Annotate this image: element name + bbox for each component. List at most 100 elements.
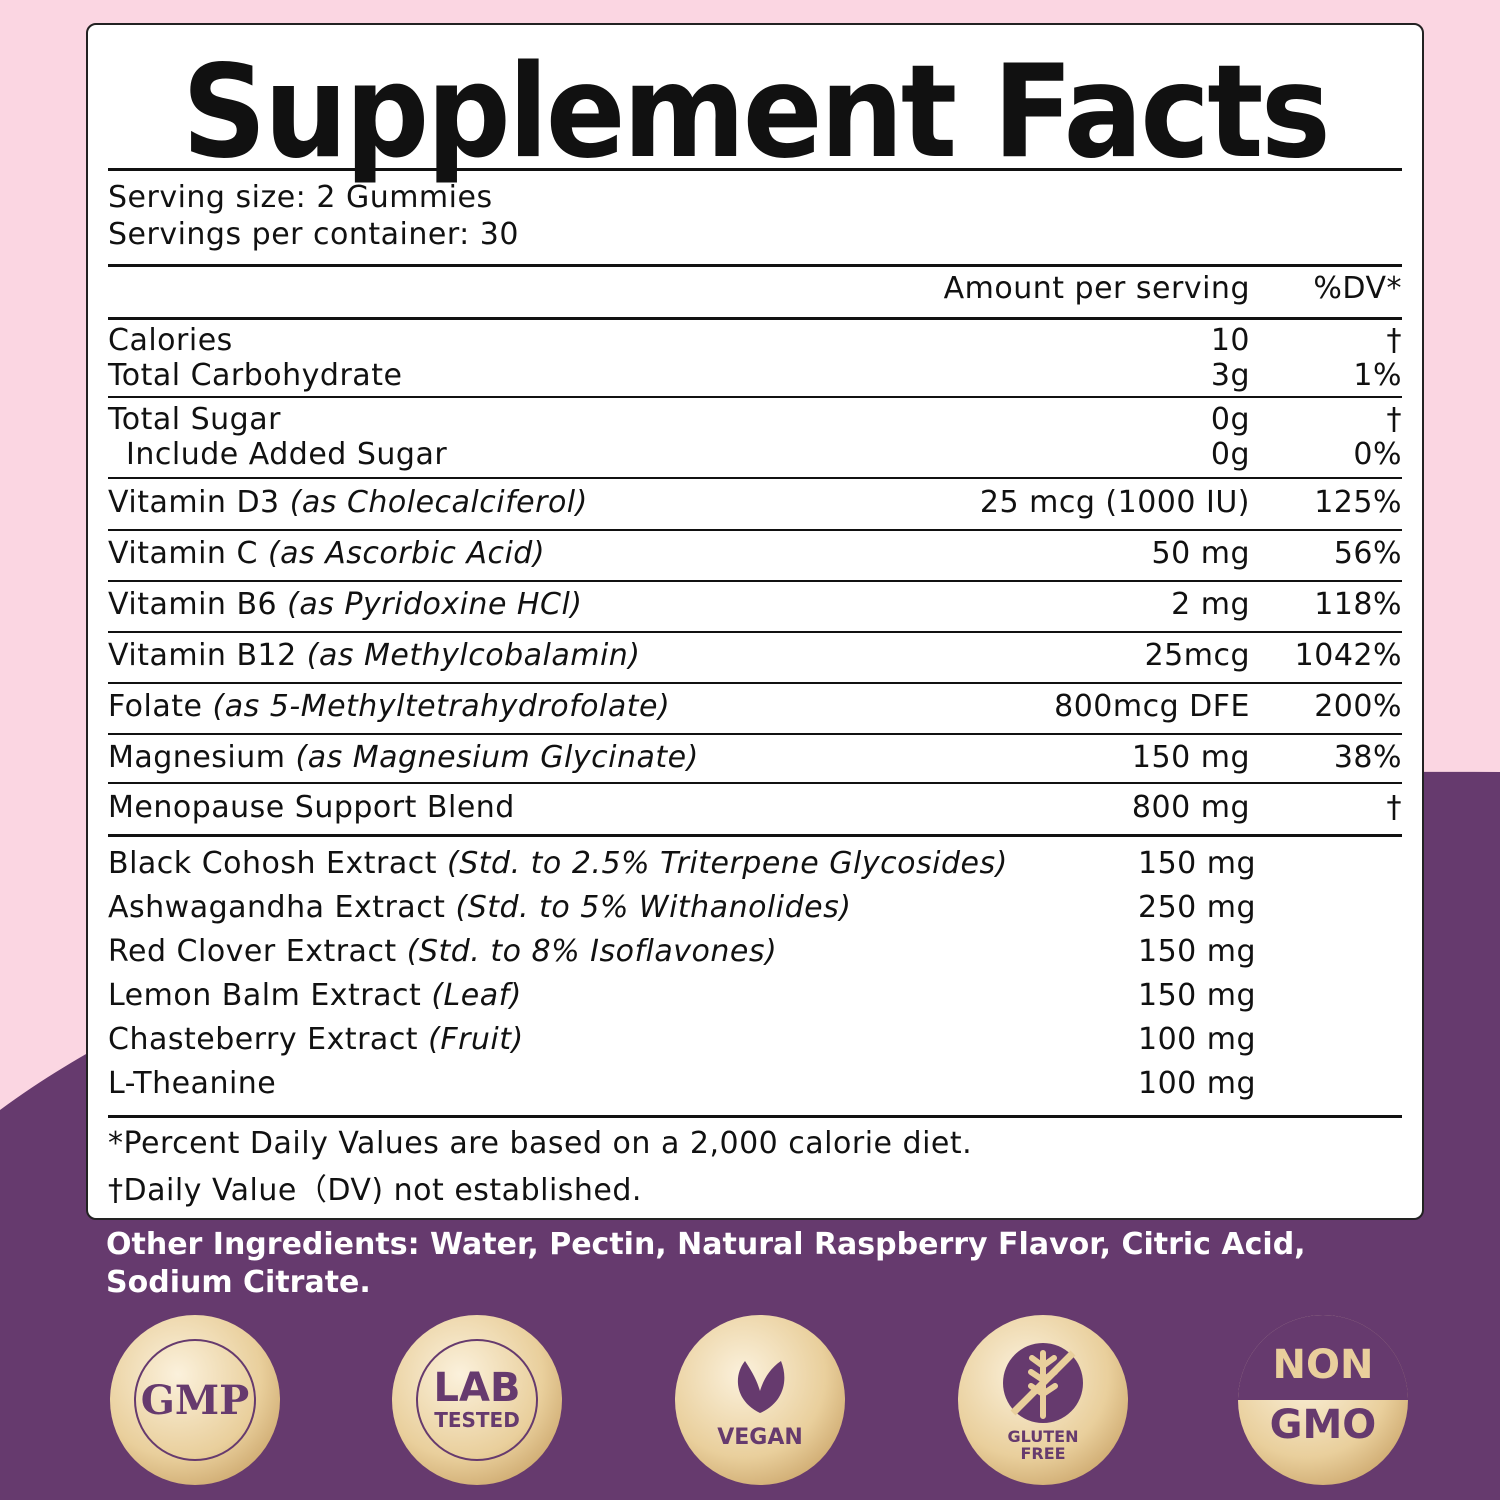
nutrient-dv: 38% [1333, 740, 1402, 775]
badge-label: GLUTEN [1007, 1427, 1079, 1446]
nutrient-label: Magnesium [108, 740, 286, 775]
badge-sublabel: FREE [1020, 1444, 1066, 1463]
ingredient-label: Lemon Balm Extract [108, 978, 422, 1013]
wheat-crossed-icon [1003, 1343, 1083, 1423]
supplement-facts-panel: Supplement Facts Serving size: 2 Gummies… [86, 23, 1424, 1220]
row-calories-name: Calories [108, 323, 233, 358]
badge-label: NON [1272, 1342, 1374, 1388]
amount-header: Amount per serving [943, 271, 1250, 306]
ingredient-label: Black Cohosh Extract [108, 846, 437, 881]
nutrient-source: (as Pyridoxine HCl) [287, 587, 583, 622]
blend-ingredient: L-Theanine [108, 1066, 276, 1102]
lab-tested-seal-icon: LAB TESTED [392, 1315, 562, 1485]
divider [108, 631, 1402, 633]
divider [108, 782, 1402, 784]
ingredient-amount: 150 mg [1138, 934, 1257, 969]
ingredient-amount: 100 mg [1138, 1022, 1257, 1057]
blend-ingredient: Red Clover Extract (Std. to 8% Isoflavon… [108, 934, 777, 970]
row-calories-dv: † [1386, 323, 1402, 358]
divider [108, 477, 1402, 479]
row-added-sugar-name: Include Added Sugar [126, 437, 448, 472]
divider [108, 834, 1402, 837]
badge-label: LAB [433, 1365, 521, 1411]
ingredient-source: (Std. to 2.5% Triterpene Glycosides) [447, 846, 1008, 881]
nutrient-source: (as Cholecalciferol) [289, 485, 588, 520]
nutrient-dv: 56% [1333, 536, 1402, 571]
row-calories-amount: 10 [1210, 323, 1250, 358]
footnote-percent: *Percent Daily Values are based on a 2,0… [108, 1126, 973, 1161]
nutrient-name: Magnesium (as Magnesium Glycinate) [108, 740, 699, 776]
ingredient-amount: 250 mg [1138, 890, 1257, 925]
nutrient-name: Folate (as 5-Methyltetrahydrofolate) [108, 689, 670, 725]
divider [108, 396, 1402, 398]
other-ingredients: Other Ingredients: Water, Pectin, Natura… [106, 1227, 1306, 1300]
gmp-seal-icon: GMP [110, 1315, 280, 1485]
blend-dv: † [1386, 790, 1402, 825]
row-sugar-name: Total Sugar [108, 402, 281, 437]
non-gmo-icon: NON GMO [1238, 1315, 1408, 1485]
badge-label: GMP [140, 1376, 250, 1424]
divider [108, 264, 1402, 267]
nutrient-name: Vitamin B12 (as Methylcobalamin) [108, 638, 641, 674]
blend-amount: 800 mg [1131, 790, 1250, 825]
blend-ingredient: Lemon Balm Extract (Leaf) [108, 978, 522, 1014]
divider [108, 682, 1402, 684]
blend-ingredient: Ashwagandha Extract (Std. to 5% Withanol… [108, 890, 851, 926]
nutrient-amount: 50 mg [1151, 536, 1250, 571]
ingredient-source: (Fruit) [428, 1022, 524, 1057]
blend-ingredient: Chasteberry Extract (Fruit) [108, 1022, 524, 1058]
divider [108, 317, 1402, 320]
ingredient-source: (Leaf) [431, 978, 522, 1013]
nutrient-label: Vitamin B12 [108, 638, 297, 673]
nutrient-name: Vitamin D3 (as Cholecalciferol) [108, 485, 588, 521]
nutrient-dv: 118% [1314, 587, 1402, 622]
row-added-sugar-amount: 0g [1210, 437, 1250, 472]
servings-per-container: Servings per container: 30 [108, 217, 519, 252]
blend-ingredient: Black Cohosh Extract (Std. to 2.5% Trite… [108, 846, 1008, 882]
ingredient-amount: 100 mg [1138, 1066, 1257, 1101]
divider [108, 580, 1402, 582]
ingredient-source: (Std. to 5% Withanolides) [455, 890, 852, 925]
blend-name: Menopause Support Blend [108, 790, 515, 825]
row-carb-amount: 3g [1210, 358, 1250, 393]
nutrient-amount: 25mcg [1144, 638, 1250, 673]
nutrient-dv: 200% [1314, 689, 1402, 724]
gluten-free-wheat-icon: GLUTEN FREE [958, 1315, 1128, 1485]
nutrient-label: Vitamin D3 [108, 485, 280, 520]
nutrient-source: (as Ascorbic Acid) [267, 536, 546, 571]
ingredient-label: Red Clover Extract [108, 934, 397, 969]
nutrient-label: Vitamin B6 [108, 587, 278, 622]
nutrient-label: Folate [108, 689, 203, 724]
row-carb-name: Total Carbohydrate [108, 358, 403, 393]
nutrient-name: Vitamin B6 (as Pyridoxine HCl) [108, 587, 582, 623]
ingredient-label: Chasteberry Extract [108, 1022, 419, 1057]
ingredient-source: (Std. to 8% Isoflavones) [406, 934, 778, 969]
ingredient-amount: 150 mg [1138, 846, 1257, 881]
row-added-sugar-dv: 0% [1353, 437, 1402, 472]
ingredient-label: Ashwagandha Extract [108, 890, 446, 925]
divider [108, 1115, 1402, 1118]
certification-badges: GMP LAB TESTED VEGAN GLUTEN FREE NON GMO [0, 1315, 1500, 1495]
ingredient-label: L-Theanine [108, 1066, 277, 1101]
nutrient-label: Vitamin C [108, 536, 258, 571]
divider [108, 529, 1402, 531]
vegan-leaf-icon: VEGAN [675, 1315, 845, 1485]
badge-sublabel: TESTED [434, 1408, 520, 1432]
divider [108, 168, 1402, 171]
serving-size: Serving size: 2 Gummies [108, 180, 493, 215]
nutrient-amount: 25 mcg (1000 IU) [979, 485, 1250, 520]
badge-sublabel: GMO [1269, 1402, 1377, 1448]
row-carb-dv: 1% [1353, 358, 1402, 393]
dv-header: %DV* [1313, 271, 1402, 306]
nutrient-dv: 1042% [1294, 638, 1402, 673]
row-sugar-dv: † [1386, 402, 1402, 437]
nutrient-source: (as 5-Methyltetrahydrofolate) [212, 689, 671, 724]
nutrient-amount: 150 mg [1131, 740, 1250, 775]
ingredient-amount: 150 mg [1138, 978, 1257, 1013]
footnote-dagger: †Daily Value（DV) not established. [108, 1173, 642, 1208]
nutrient-source: (as Magnesium Glycinate) [295, 740, 699, 775]
page-title: Supplement Facts [181, 38, 1331, 187]
nutrient-amount: 2 mg [1171, 587, 1250, 622]
nutrient-name: Vitamin C (as Ascorbic Acid) [108, 536, 545, 572]
nutrient-amount: 800mcg DFE [1054, 689, 1250, 724]
